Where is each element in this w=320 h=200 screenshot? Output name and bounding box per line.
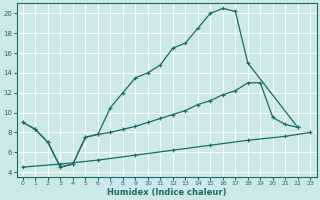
X-axis label: Humidex (Indice chaleur): Humidex (Indice chaleur) (107, 188, 226, 197)
